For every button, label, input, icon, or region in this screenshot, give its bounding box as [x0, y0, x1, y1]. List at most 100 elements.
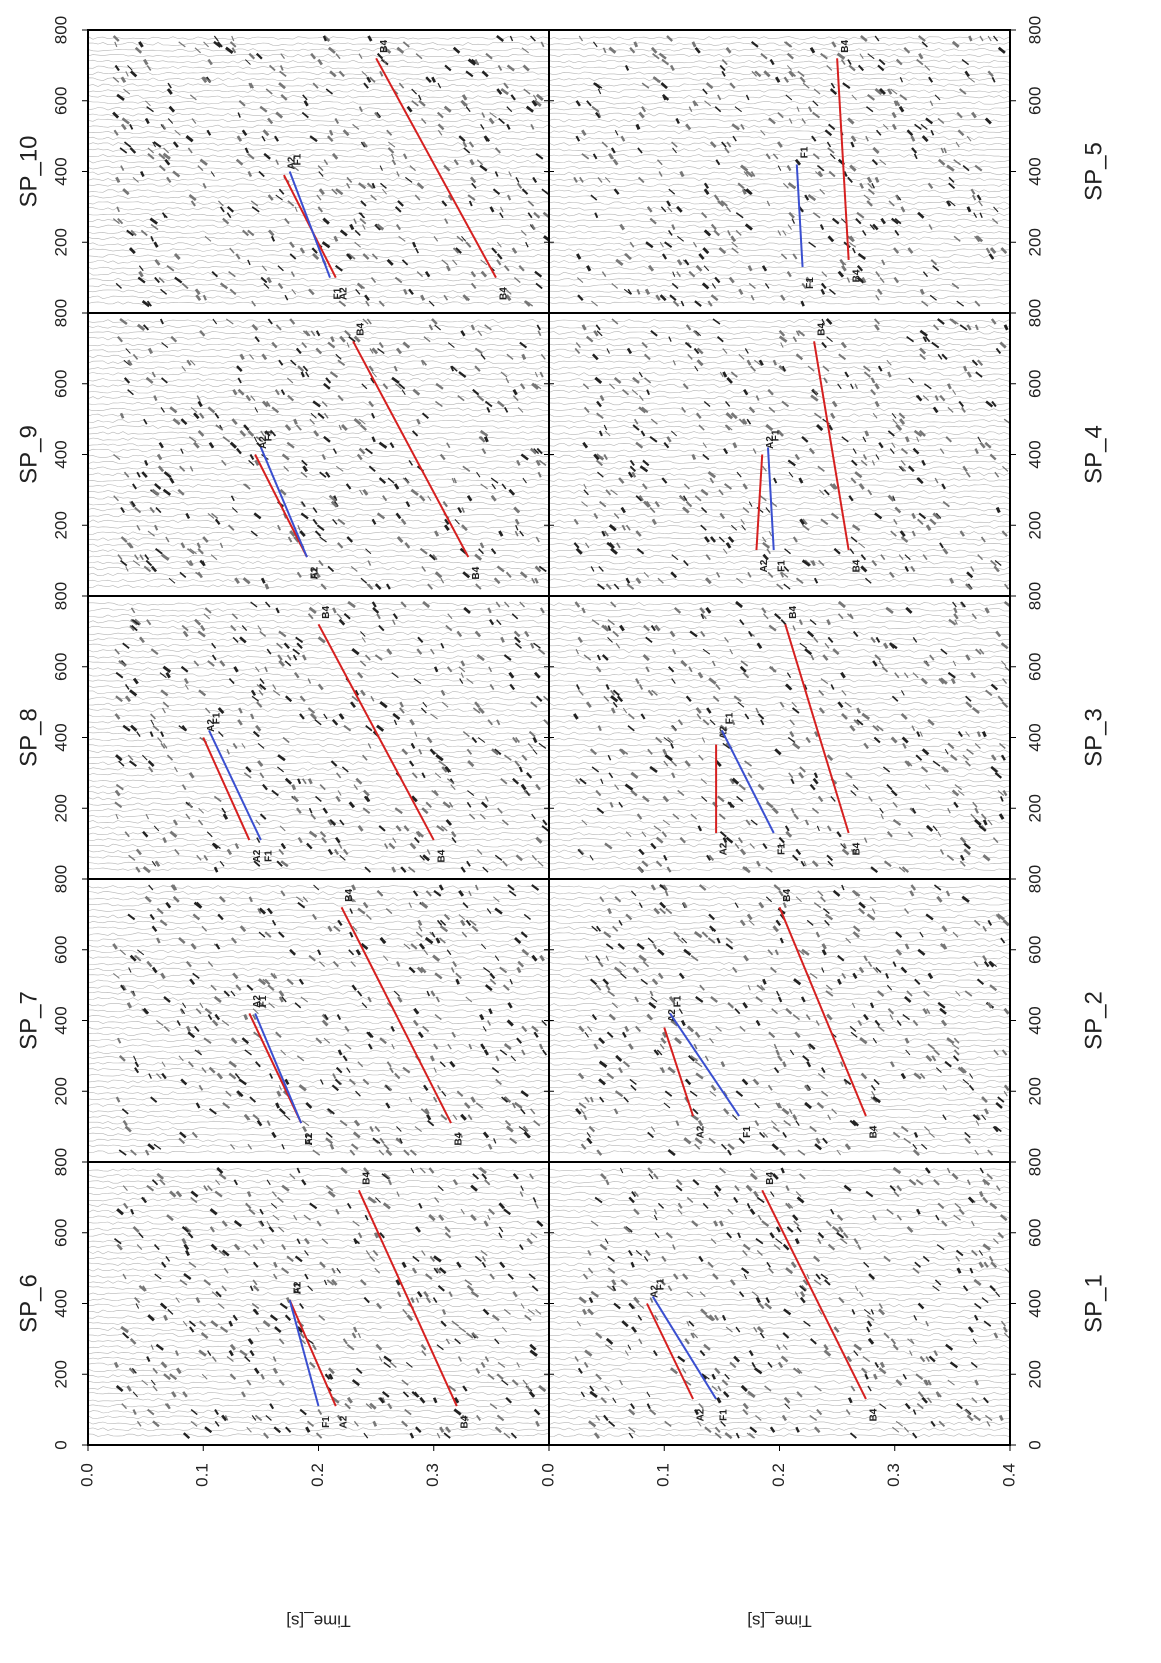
trace-wiggle [234, 390, 237, 395]
trace-wiggle [508, 1274, 513, 1279]
trace-wiggle [872, 561, 876, 566]
trace-wiggle [379, 826, 385, 831]
trace-wiggle [744, 956, 747, 961]
trace-wiggle [468, 195, 475, 200]
trace [549, 1216, 1009, 1219]
trace-wiggle [531, 124, 533, 129]
trace-wiggle [852, 95, 857, 100]
trace-wiggle [952, 1174, 957, 1179]
trace [88, 697, 548, 700]
trace [88, 1015, 548, 1018]
trace-wiggle [1002, 702, 1007, 707]
trace-wiggle [530, 1174, 533, 1179]
trace-wiggle [543, 820, 547, 825]
trace-wiggle [197, 396, 200, 401]
trace-wiggle [860, 1292, 864, 1297]
trace-wiggle [912, 136, 915, 141]
trace-wiggle [620, 225, 623, 230]
trace-wiggle [423, 413, 429, 418]
trace-wiggle [202, 1374, 207, 1379]
trace [88, 933, 548, 936]
trace-wiggle [279, 661, 284, 666]
trace-wiggle [764, 71, 769, 76]
trace-wiggle [377, 1304, 381, 1309]
trace-wiggle [180, 1280, 187, 1285]
trace-wiggle [462, 661, 464, 666]
trace-wiggle [167, 266, 174, 271]
trace-wiggle [310, 1203, 317, 1208]
distance-tick-label: 200 [1025, 1360, 1044, 1388]
trace-wiggle [161, 1304, 166, 1309]
trace-wiggle [887, 985, 891, 990]
trace-wiggle [372, 413, 374, 418]
trace-wiggle [750, 1351, 753, 1356]
trace-wiggle [740, 1026, 745, 1031]
trace-wiggle [739, 838, 743, 843]
pick-label: B4 [840, 39, 851, 52]
pick-line [762, 1190, 866, 1399]
trace-wiggle [424, 1085, 427, 1090]
panel-title: SP_4 [1080, 425, 1107, 484]
trace [549, 237, 1009, 240]
trace-wiggle [639, 113, 643, 118]
trace-wiggle [490, 118, 494, 123]
trace-wiggle [177, 1021, 180, 1026]
trace-wiggle [231, 443, 236, 448]
trace-wiggle [796, 455, 799, 460]
trace-wiggle [396, 1127, 401, 1132]
trace-wiggle [700, 608, 704, 613]
trace-wiggle [445, 219, 448, 224]
trace-wiggle [155, 1245, 160, 1250]
trace-wiggle [722, 1380, 727, 1385]
trace-wiggle [350, 932, 352, 937]
trace-wiggle [867, 1327, 869, 1332]
trace-wiggle [765, 1386, 771, 1391]
trace-wiggle [484, 1132, 488, 1137]
trace-wiggle [378, 54, 383, 59]
trace [88, 1115, 548, 1118]
trace-wiggle [654, 1351, 657, 1356]
trace-wiggle [962, 60, 969, 65]
trace [549, 785, 1009, 788]
trace-wiggle [746, 225, 752, 230]
trace-wiggle [611, 490, 618, 495]
trace-wiggle [145, 555, 149, 560]
trace-wiggle [433, 956, 439, 961]
trace [549, 1109, 1009, 1112]
trace-wiggle [584, 1115, 586, 1120]
trace-wiggle [827, 620, 829, 625]
trace-wiggle [448, 667, 452, 672]
trace-wiggle [259, 932, 265, 937]
trace-wiggle [962, 407, 965, 412]
trace-wiggle [627, 525, 631, 530]
trace-wiggle [1002, 531, 1007, 536]
trace-wiggle [419, 1203, 421, 1208]
trace [549, 1027, 1009, 1030]
trace [549, 125, 1009, 128]
trace-wiggle [750, 407, 755, 412]
trace-wiggle [653, 519, 656, 524]
trace-wiggle [475, 702, 479, 707]
trace-wiggle [641, 431, 644, 436]
trace [549, 284, 1009, 287]
trace-wiggle [369, 36, 372, 41]
trace-wiggle [620, 626, 623, 631]
trace-wiggle [410, 720, 413, 725]
trace [88, 620, 548, 623]
trace-wiggle [523, 478, 527, 483]
trace-wiggle [967, 325, 970, 330]
trace-wiggle [853, 932, 859, 937]
trace [549, 1357, 1009, 1360]
trace-wiggle [286, 779, 291, 784]
trace-wiggle [704, 401, 710, 406]
trace-wiggle [796, 160, 800, 165]
trace-wiggle [151, 649, 158, 654]
trace-wiggle [120, 1056, 125, 1061]
panel [88, 319, 548, 589]
trace-wiggle [376, 584, 381, 589]
trace-wiggle [373, 437, 375, 442]
trace-wiggle [639, 1339, 642, 1344]
trace-wiggle [853, 248, 855, 253]
trace-wiggle [238, 113, 240, 118]
trace [88, 1192, 548, 1195]
